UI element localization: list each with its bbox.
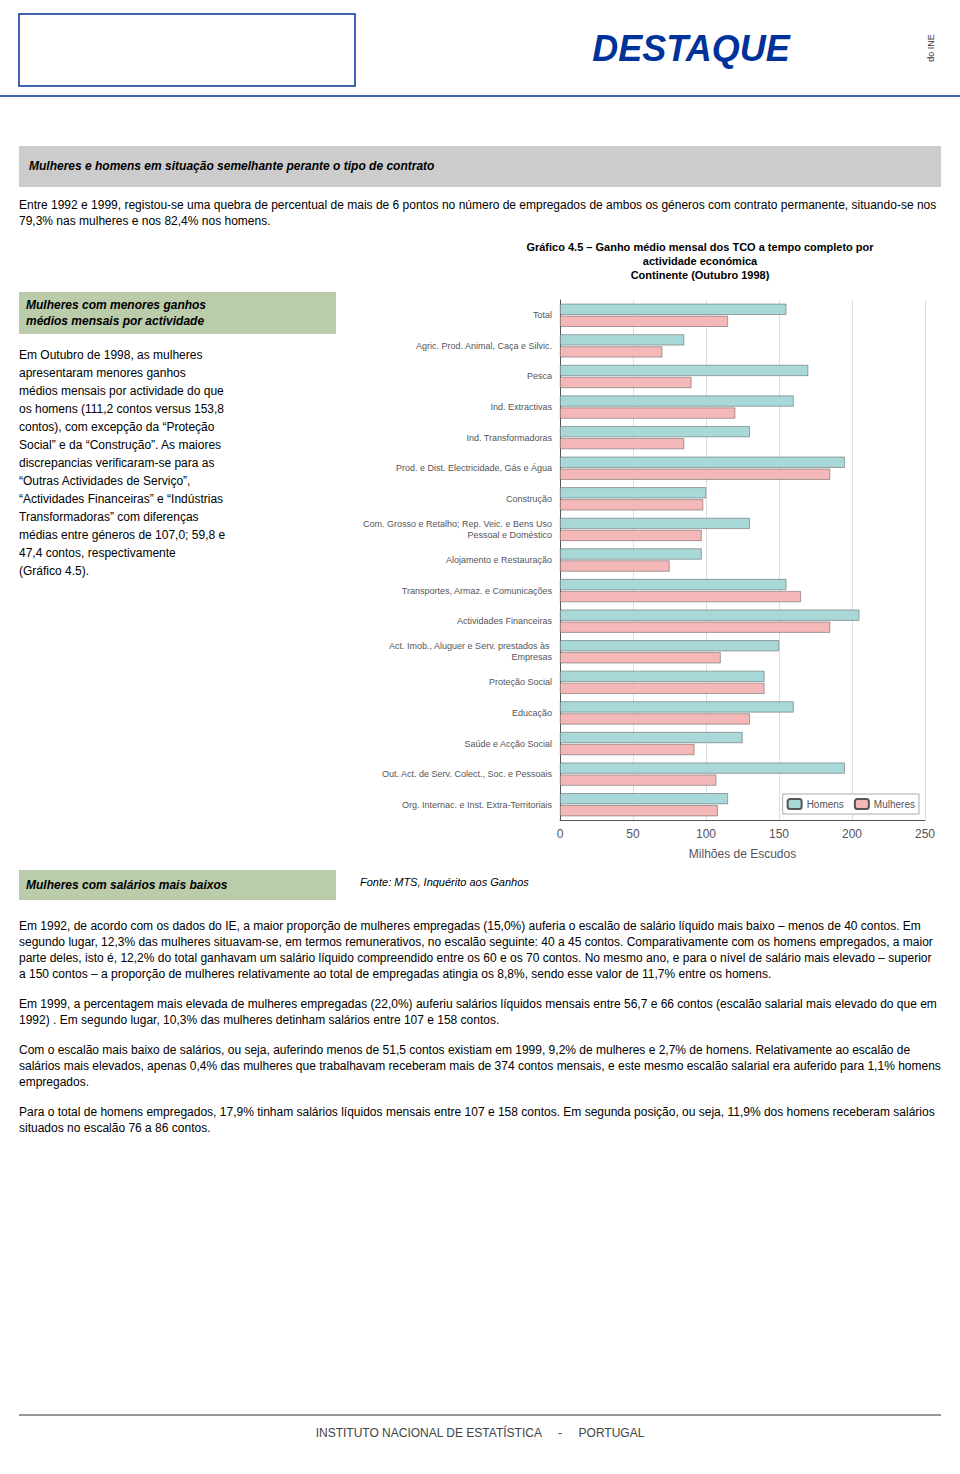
svg-text:Em 1992, de acordo com os dado: Em 1992, de acordo com os dados do IE, a… — [19, 919, 921, 933]
svg-text:Proteção Social: Proteção Social — [489, 677, 552, 687]
svg-text:Em 1999, a percentagem mais el: Em 1999, a percentagem mais elevada de m… — [19, 997, 937, 1011]
svg-text:Para o total de homens emprega: Para o total de homens empregados, 17,9%… — [19, 1105, 935, 1119]
svg-text:médios mensais por actividade: médios mensais por actividade — [26, 314, 204, 328]
svg-text:Mulheres: Mulheres — [874, 799, 915, 810]
svg-text:Com o escalão mais baixo de sa: Com o escalão mais baixo de salários, ou… — [19, 1043, 911, 1057]
svg-text:contos), com excepção da “Prot: contos), com excepção da “Proteção — [19, 420, 215, 434]
svg-text:(Gráfico 4.5).: (Gráfico 4.5). — [19, 564, 89, 578]
svg-text:Alojamento e Restauração: Alojamento e Restauração — [446, 555, 552, 565]
svg-text:Gráfico 4.5 – Ganho médio mens: Gráfico 4.5 – Ganho médio mensal dos TCO… — [526, 241, 874, 253]
svg-text:empregados.: empregados. — [19, 1075, 89, 1089]
svg-text:Empresas: Empresas — [511, 652, 552, 662]
svg-text:“Outras Actividades de Serviço: “Outras Actividades de Serviço”, — [19, 474, 190, 488]
svg-text:salários mais elevados, apenas: salários mais elevados, apenas 0,4% das … — [19, 1059, 941, 1073]
svg-text:situados no escalão 76 a 86 co: situados no escalão 76 a 86 contos. — [19, 1121, 210, 1135]
svg-text:apresentaram menores ganhos: apresentaram menores ganhos — [19, 366, 186, 380]
svg-text:Org. Internac. e Inst. Extra-T: Org. Internac. e Inst. Extra-Territoriai… — [402, 800, 553, 810]
svg-text:Out. Act. de Serv. Colect., So: Out. Act. de Serv. Colect., Soc. e Pesso… — [382, 769, 552, 779]
svg-text:Em Outubro de 1998, as mulhere: Em Outubro de 1998, as mulheres — [19, 348, 202, 362]
svg-text:os homens (111,2 contos versus: os homens (111,2 contos versus 153,8 — [19, 402, 224, 416]
svg-text:Prod. e Dist. Electricidade, G: Prod. e Dist. Electricidade, Gás e Água — [396, 463, 552, 473]
svg-text:Social” e da “Construção”. As: Social” e da “Construção”. As maiores — [19, 438, 221, 452]
svg-text:actividade económica: actividade económica — [643, 255, 758, 267]
svg-text:Ind. Transformadoras: Ind. Transformadoras — [466, 433, 552, 443]
svg-text:150: 150 — [769, 827, 789, 841]
svg-text:79,3% nas mulheres e nos 82,4%: 79,3% nas mulheres e nos 82,4% nos homen… — [19, 214, 270, 228]
svg-text:200: 200 — [842, 827, 862, 841]
svg-text:Saúde e Acção Social: Saúde e Acção Social — [464, 739, 552, 749]
svg-text:Entre 1992 e 1999, registou-se: Entre 1992 e 1999, registou-se uma quebr… — [19, 198, 936, 212]
svg-text:1992) . Em segundo lugar, 10,3: 1992) . Em segundo lugar, 10,3% das mulh… — [19, 1013, 499, 1027]
svg-text:do INE: do INE — [926, 34, 936, 62]
svg-text:Agric. Prod. Animal, Caça e Si: Agric. Prod. Animal, Caça e Silvic. — [416, 341, 552, 351]
svg-text:Mulheres com salários mais bai: Mulheres com salários mais baixos — [26, 878, 228, 892]
svg-text:Fonte: MTS, Inquérito aos Ganh: Fonte: MTS, Inquérito aos Ganhos — [360, 876, 529, 888]
svg-text:Transportes, Armaz. e Comunica: Transportes, Armaz. e Comunicações — [402, 586, 553, 596]
svg-text:Ind. Extractivas: Ind. Extractivas — [490, 402, 552, 412]
svg-text:Com. Grosso e Retalho; Rep. Ve: Com. Grosso e Retalho; Rep. Veic. e Bens… — [363, 519, 552, 529]
svg-text:Act. Imob., Aluguer e Serv. pr: Act. Imob., Aluguer e Serv. prestados às — [389, 641, 552, 651]
svg-text:Mulheres e homens em situação: Mulheres e homens em situação semelhante… — [29, 159, 434, 173]
svg-text:médios mensais por actividade: médios mensais por actividade do que — [19, 384, 224, 398]
svg-text:“Actividades Financeiras” e “I: “Actividades Financeiras” e “Indústrias — [19, 492, 223, 506]
svg-text:50: 50 — [626, 827, 640, 841]
svg-text:250: 250 — [915, 827, 935, 841]
svg-text:INSTITUTO NACIONAL DE ESTATÍST: INSTITUTO NACIONAL DE ESTATÍSTICA - PORT… — [316, 1425, 645, 1440]
svg-text:médias entre géneros de 107,0;: médias entre géneros de 107,0; 59,8 e — [19, 528, 225, 542]
svg-text:discrepancias verificaram-se p: discrepancias verificaram-se para as — [19, 456, 214, 470]
svg-text:0: 0 — [557, 827, 564, 841]
svg-text:Homens: Homens — [807, 799, 844, 810]
svg-text:Continente (Outubro 1998): Continente (Outubro 1998) — [631, 269, 770, 281]
svg-text:Construção: Construção — [506, 494, 552, 504]
svg-text:parte deles, isto é, 12,2% do: parte deles, isto é, 12,2% do total ganh… — [19, 951, 932, 965]
svg-text:47,4 contos, respectivamente: 47,4 contos, respectivamente — [19, 546, 176, 560]
svg-text:segundo lugar, 12,3% das mulhe: segundo lugar, 12,3% das mulheres situav… — [19, 935, 933, 949]
svg-text:a 150 contos – a proporção de: a 150 contos – a proporção de mulheres r… — [19, 967, 771, 981]
svg-text:Actividades Financeiras: Actividades Financeiras — [457, 616, 553, 626]
svg-text:Milhões de Escudos: Milhões de Escudos — [689, 847, 796, 861]
svg-text:DESTAQUE: DESTAQUE — [592, 28, 790, 69]
svg-text:Pessoal e Doméstico: Pessoal e Doméstico — [465, 530, 552, 540]
svg-text:Pesca: Pesca — [527, 371, 552, 381]
svg-text:100: 100 — [696, 827, 716, 841]
svg-text:Educação: Educação — [512, 708, 552, 718]
svg-text:Mulheres com menores ganhos: Mulheres com menores ganhos — [26, 298, 206, 312]
svg-text:Total: Total — [533, 310, 552, 320]
svg-text:Transformadoras” com diferença: Transformadoras” com diferenças — [19, 510, 199, 524]
